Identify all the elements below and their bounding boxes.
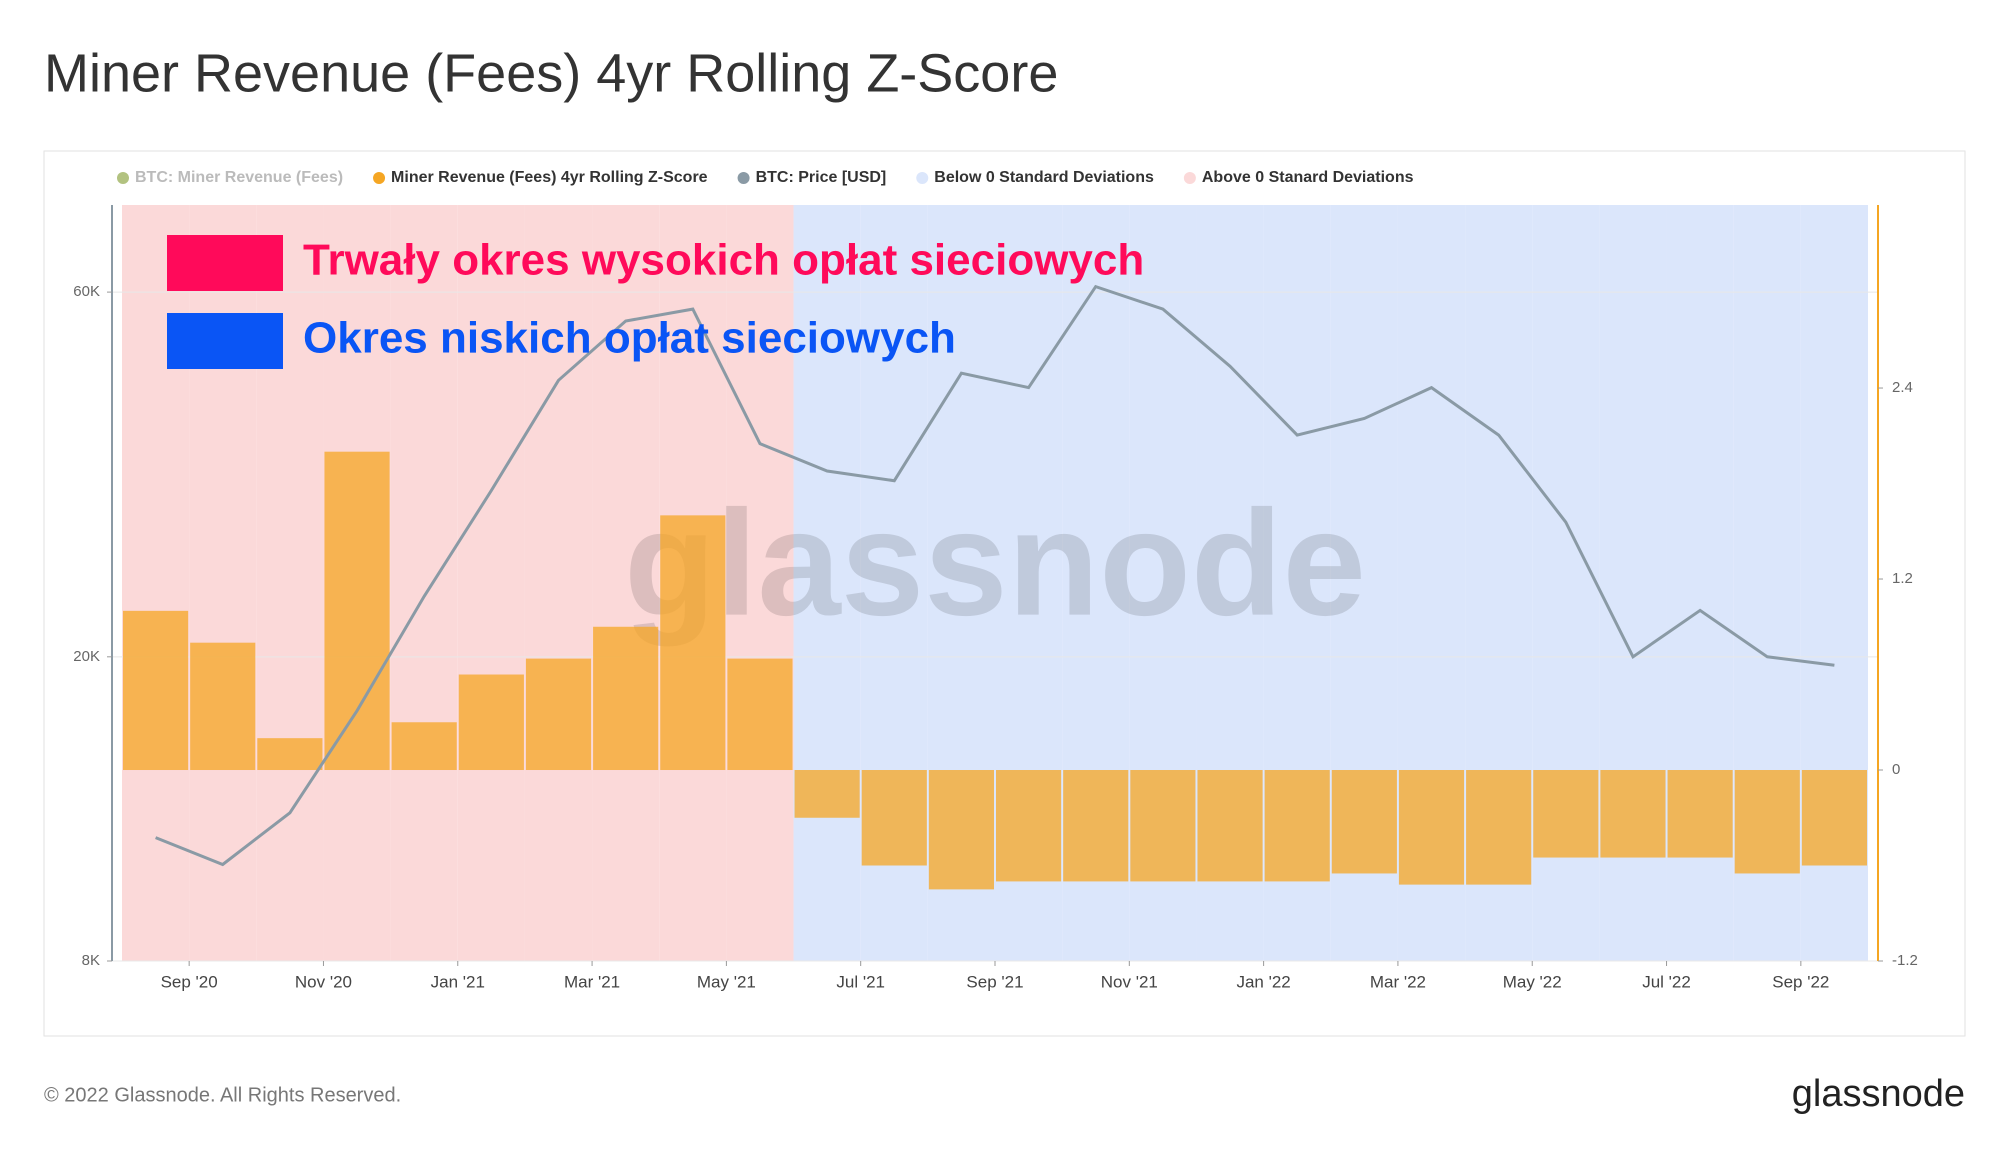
shading-band [726, 205, 794, 961]
x-tick-label: May '21 [697, 972, 756, 991]
y-tick-label: 60K [73, 283, 100, 300]
z-score-bar [190, 642, 256, 771]
z-score-bar [1264, 770, 1330, 882]
z-score-bar [257, 738, 323, 771]
z-score-bar [727, 658, 793, 771]
z-score-bar [1130, 770, 1196, 882]
y-tick-label: 8K [82, 952, 100, 969]
z-score-bar [1466, 770, 1532, 885]
x-tick-label: Jan '22 [1236, 972, 1290, 991]
z-score-bar [928, 770, 994, 890]
shading-band [793, 205, 861, 961]
z-score-bar [660, 515, 726, 771]
z-score-bar [458, 674, 524, 771]
z-score-bar [525, 658, 592, 771]
z-score-bar [1533, 770, 1599, 858]
annotation-text: Trwały okres wysokich opłat sieciowych [303, 236, 1144, 285]
legend-label: Above 0 Stanard Deviations [1202, 169, 1414, 186]
x-tick-label: Jan '21 [431, 972, 485, 991]
legend-label: Miner Revenue (Fees) 4yr Rolling Z-Score [391, 169, 708, 186]
x-tick-label: Sep '20 [161, 972, 218, 991]
x-tick-label: Sep '21 [966, 972, 1023, 991]
z-score-bar [1734, 770, 1800, 874]
shading-band [592, 205, 660, 961]
annotation-swatch [167, 313, 283, 369]
shading-band [390, 205, 458, 961]
z-score-bar [996, 770, 1062, 882]
y2-tick-label: -1.2 [1892, 952, 1918, 969]
legend-label: BTC: Price [USD] [756, 169, 887, 186]
chart: glassnode 8K 20K 60K -1.2 0 1.2 2.4 Sep '20 Nov '… [73, 169, 1918, 991]
x-tick-label: Mar '21 [564, 972, 620, 991]
z-score-bar [324, 451, 390, 771]
price-line [155, 284, 1835, 867]
z-score-bar [1331, 770, 1397, 874]
z-score-bar [1063, 770, 1129, 882]
page-title: Miner Revenue (Fees) 4yr Rolling Z-Score [44, 43, 1058, 103]
z-score-bar [794, 770, 860, 818]
annotation-text: Okres niskich opłat sieciowych [303, 314, 956, 363]
z-score-bar [391, 722, 457, 771]
z-score-bar [1667, 770, 1733, 858]
legend-label: BTC: Miner Revenue (Fees) [135, 169, 343, 186]
shading-band [524, 205, 593, 961]
y2-tick-label: 0 [1892, 761, 1900, 778]
footer: © 2022 Glassnode. All Rights Reserved. [44, 1084, 401, 1106]
z-score-bar [593, 626, 659, 771]
legend-label: Below 0 Standard Deviations [934, 169, 1154, 186]
annotation-swatch [167, 235, 283, 291]
z-score-bar [1197, 770, 1263, 882]
z-score-bar [861, 770, 927, 866]
x-tick-label: Jul '21 [836, 972, 885, 991]
x-tick-label: Sep '22 [1772, 972, 1829, 991]
legend-marker [373, 172, 386, 184]
x-tick-label: Mar '22 [1370, 972, 1426, 991]
y2-tick-label: 1.2 [1892, 570, 1913, 587]
x-tick-label: May '22 [1503, 972, 1562, 991]
y-tick-label: 20K [73, 648, 100, 665]
legend-marker [117, 172, 129, 184]
legend-marker [916, 172, 929, 184]
x-tick-label: Nov '21 [1101, 972, 1158, 991]
watermark: glassnode [624, 479, 1366, 647]
logo: glassnode [1792, 1073, 1965, 1115]
z-score-bar [1801, 770, 1867, 866]
x-tick-label: Jul '22 [1642, 972, 1691, 991]
x-tick-label: Nov '20 [295, 972, 352, 991]
shading-band [457, 205, 525, 961]
z-score-bar [1398, 770, 1465, 885]
y2-tick-label: 2.4 [1892, 379, 1913, 396]
legend-marker [737, 172, 750, 184]
legend-marker [1183, 172, 1196, 184]
z-score-bar [123, 610, 189, 771]
z-score-bar [1600, 770, 1666, 858]
